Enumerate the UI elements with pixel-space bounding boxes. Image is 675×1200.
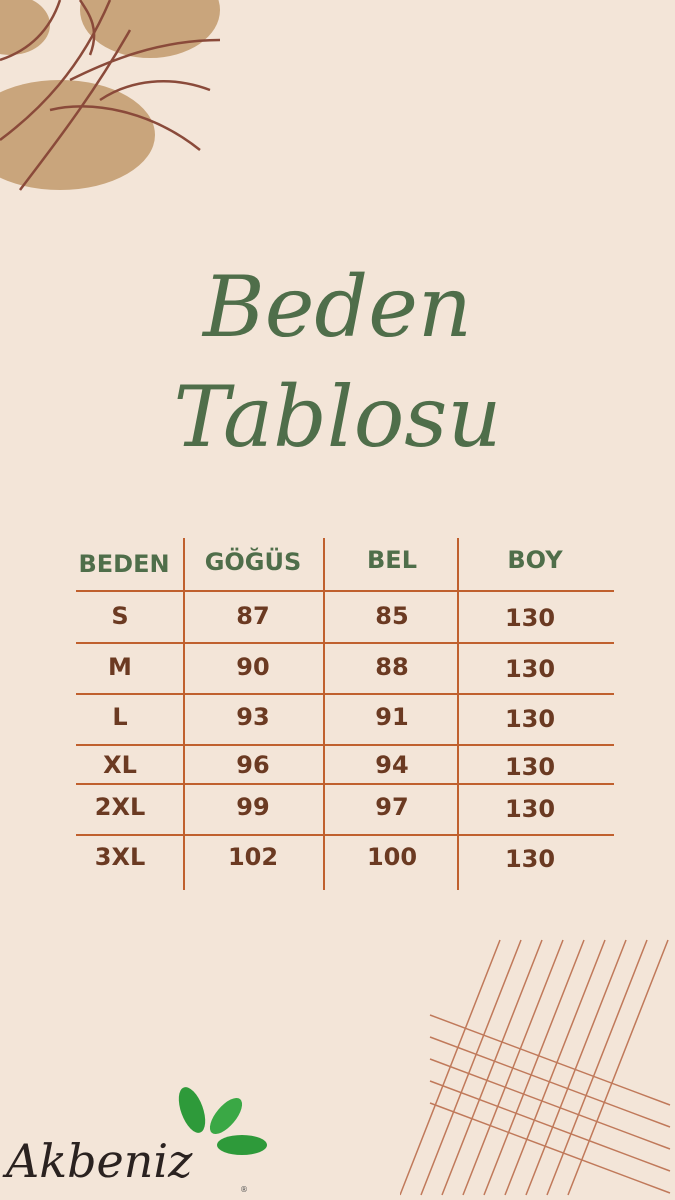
decorative-grid [400,939,671,1196]
measurement-value: 130 [504,655,556,683]
measurement-value: 97 [375,793,409,821]
size-label: XL [103,751,137,779]
grid-line [429,1058,671,1150]
measurement-value: 100 [366,843,418,871]
grid-line [504,939,606,1196]
header-boy: BOY [507,546,563,574]
grid-line [429,1036,671,1128]
registered-mark: ® [240,1185,248,1194]
measurement-value: 85 [375,602,409,630]
measurement-value: 94 [375,751,409,779]
grid-line [441,939,543,1196]
grid-line [429,1080,671,1172]
header-bel: BEL [367,546,417,574]
leaf-logo-icon [178,1087,267,1155]
column-divider [183,538,185,890]
header-gogus: GÖĞÜS [204,548,302,576]
measurement-value: 130 [504,795,556,823]
measurement-value: 102 [227,843,279,871]
row-divider [76,590,614,592]
grid-line [525,939,627,1196]
decorative-branches [0,0,221,191]
size-label: S [111,602,129,630]
title-line-2: Tablosu [173,368,502,466]
size-label: L [112,703,128,731]
brand-logo: Akbeniz [6,1134,193,1188]
measurement-value: 99 [236,793,270,821]
measurement-value: 91 [375,703,409,731]
measurement-value: 130 [504,604,556,632]
size-label: 3XL [94,843,146,871]
row-divider [76,783,614,785]
header-beden: BEDEN [78,550,170,578]
measurement-value: 130 [504,753,556,781]
size-label: 2XL [94,793,146,821]
measurement-value: 90 [236,653,270,681]
title-line-1: Beden [202,258,473,356]
size-label: M [108,653,132,681]
grid-line [420,939,522,1196]
measurement-value: 130 [504,845,556,873]
column-divider [457,538,459,890]
column-divider [323,538,325,890]
grid-line [483,939,585,1196]
row-divider [76,744,614,746]
grid-line [429,1102,671,1194]
grid-line [567,939,669,1196]
measurement-value: 87 [236,602,270,630]
measurement-value: 93 [236,703,270,731]
row-divider [76,834,614,836]
measurement-value: 88 [375,653,409,681]
measurement-value: 130 [504,705,556,733]
grid-line [400,939,501,1196]
row-divider [76,693,614,695]
measurement-value: 96 [236,751,270,779]
row-divider [76,642,614,644]
grid-line [429,1014,671,1106]
